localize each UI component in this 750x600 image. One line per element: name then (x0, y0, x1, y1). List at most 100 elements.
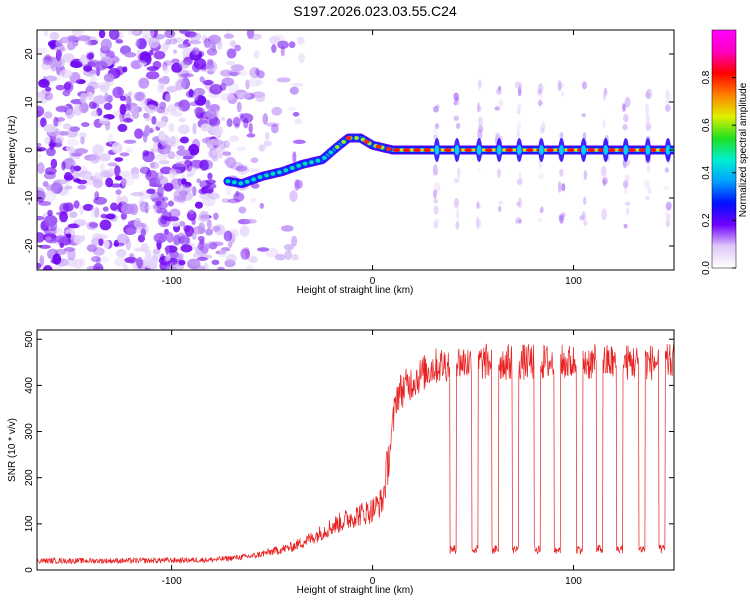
spectrogram-cell (157, 143, 171, 155)
spectrogram-cell (202, 34, 208, 44)
spectrogram-cell (191, 167, 198, 172)
spectrogram-cell (250, 197, 257, 204)
spectrogram-cell (65, 145, 75, 152)
spectrogram-cell (88, 222, 99, 229)
spectrogram-cell (133, 247, 146, 252)
spectrogram-cell (38, 79, 49, 85)
spectrogram-cell (188, 208, 195, 215)
spectrogram-cell (53, 116, 59, 128)
spectrogram-trace-peak (409, 148, 414, 152)
spectrogram-cell (645, 114, 651, 121)
spectrogram-cell (477, 128, 483, 141)
spectrogram-cell (37, 190, 46, 200)
spectrogram-cell (86, 244, 98, 253)
spectrogram-cell (238, 206, 247, 214)
spectrogram-pulse (623, 145, 629, 155)
spectrogram-cell (210, 138, 223, 146)
spectrogram-cell (50, 158, 58, 169)
spectrogram-cell (189, 159, 204, 169)
spectrogram-cell (103, 73, 115, 83)
spectrogram-pulse (603, 145, 609, 155)
spectrogram-cell (167, 104, 177, 113)
spectrogram-cell (229, 40, 237, 48)
spectrogram-cell (93, 95, 107, 104)
spectrogram-cell (645, 195, 650, 201)
spectrogram-cell (271, 106, 283, 116)
spectrogram-cell (59, 202, 70, 214)
snr-ytick-label: 200 (24, 469, 35, 486)
spectrogram-cell (121, 178, 127, 186)
spectrogram-cell (178, 235, 191, 246)
spectrogram-cell (100, 256, 110, 264)
spectrogram-cell (184, 159, 191, 166)
spectrogram-cell (274, 253, 286, 261)
spectrogram-cell (561, 91, 565, 98)
spectrogram-cell (115, 189, 122, 195)
spectrogram-cell (292, 139, 306, 144)
spectrogram-pulse (665, 145, 671, 155)
spectrogram-cell (453, 100, 458, 106)
spectrogram-cell (664, 104, 671, 112)
spectrogram-cell (159, 101, 167, 110)
spectrogram-pulse (538, 145, 544, 155)
spectrogram-cell (602, 119, 606, 129)
spectrogram-cell (238, 69, 248, 76)
spectrogram-cell (178, 259, 186, 266)
spectrogram-cell (98, 237, 104, 247)
spectrogram-trace-peak (655, 148, 660, 152)
spectrogram-cell (69, 126, 80, 132)
spectrogram-cell (666, 93, 672, 104)
spectrogram-trace-peak (532, 148, 537, 152)
spectrogram-xtick-label: 100 (565, 276, 582, 287)
spectrogram-cell (139, 201, 148, 213)
colorbar-tick-label: 0.2 (701, 213, 712, 227)
spectrogram-cell (145, 71, 160, 80)
spectrogram-cell (189, 101, 199, 107)
spectrogram-cell (62, 123, 72, 130)
spectrogram-cell (43, 265, 53, 270)
spectrogram-trace-knot (315, 158, 321, 163)
spectrogram-cell (93, 263, 104, 270)
spectrogram-trace-knot (276, 170, 282, 175)
spectrogram-cell (125, 176, 134, 187)
spectrogram-cell (123, 139, 137, 144)
spectrogram-cell (135, 39, 140, 48)
spectrogram-cell (152, 248, 161, 255)
spectrogram-cell (222, 151, 232, 156)
spectrogram-cell (146, 188, 156, 195)
spectrogram-cell (162, 75, 170, 85)
spectrogram-cell (581, 211, 586, 219)
spectrogram-trace-peak (512, 148, 517, 152)
spectrogram-cell (47, 209, 53, 216)
spectrogram-cell (494, 106, 501, 111)
spectrogram-cell (44, 54, 52, 64)
spectrogram-cell (43, 228, 57, 235)
spectrogram-cell (95, 174, 104, 181)
spectrogram-cell (99, 84, 110, 93)
spectrogram-cell (496, 88, 502, 95)
spectrogram-cell (166, 232, 174, 243)
spectrogram-cell (516, 120, 522, 132)
spectrogram-cell (143, 112, 150, 119)
spectrogram-cell (205, 63, 215, 70)
spectrogram-cell (67, 35, 78, 43)
spectrogram-cell (248, 122, 253, 134)
spectrogram-cell (643, 179, 650, 189)
snr-xlabel: Height of straight line (km) (297, 585, 414, 596)
spectrogram-trace-peak (420, 148, 425, 152)
spectrogram-cell (208, 39, 216, 50)
spectrogram-cell (150, 162, 155, 168)
spectrogram-cell (63, 174, 75, 181)
spectrogram-cell (475, 218, 482, 230)
spectrogram-cell (665, 89, 670, 100)
spectrogram-cell (159, 85, 164, 90)
spectrogram-cell (188, 88, 194, 98)
spectrogram-cell (433, 189, 438, 199)
spectrogram-cell (583, 169, 587, 181)
spectrogram-cell (119, 152, 130, 157)
spectrogram-cell (265, 132, 270, 140)
spectrogram-cell (167, 151, 176, 160)
spectrogram-cell (433, 220, 439, 229)
spectrogram-cell (193, 87, 206, 97)
